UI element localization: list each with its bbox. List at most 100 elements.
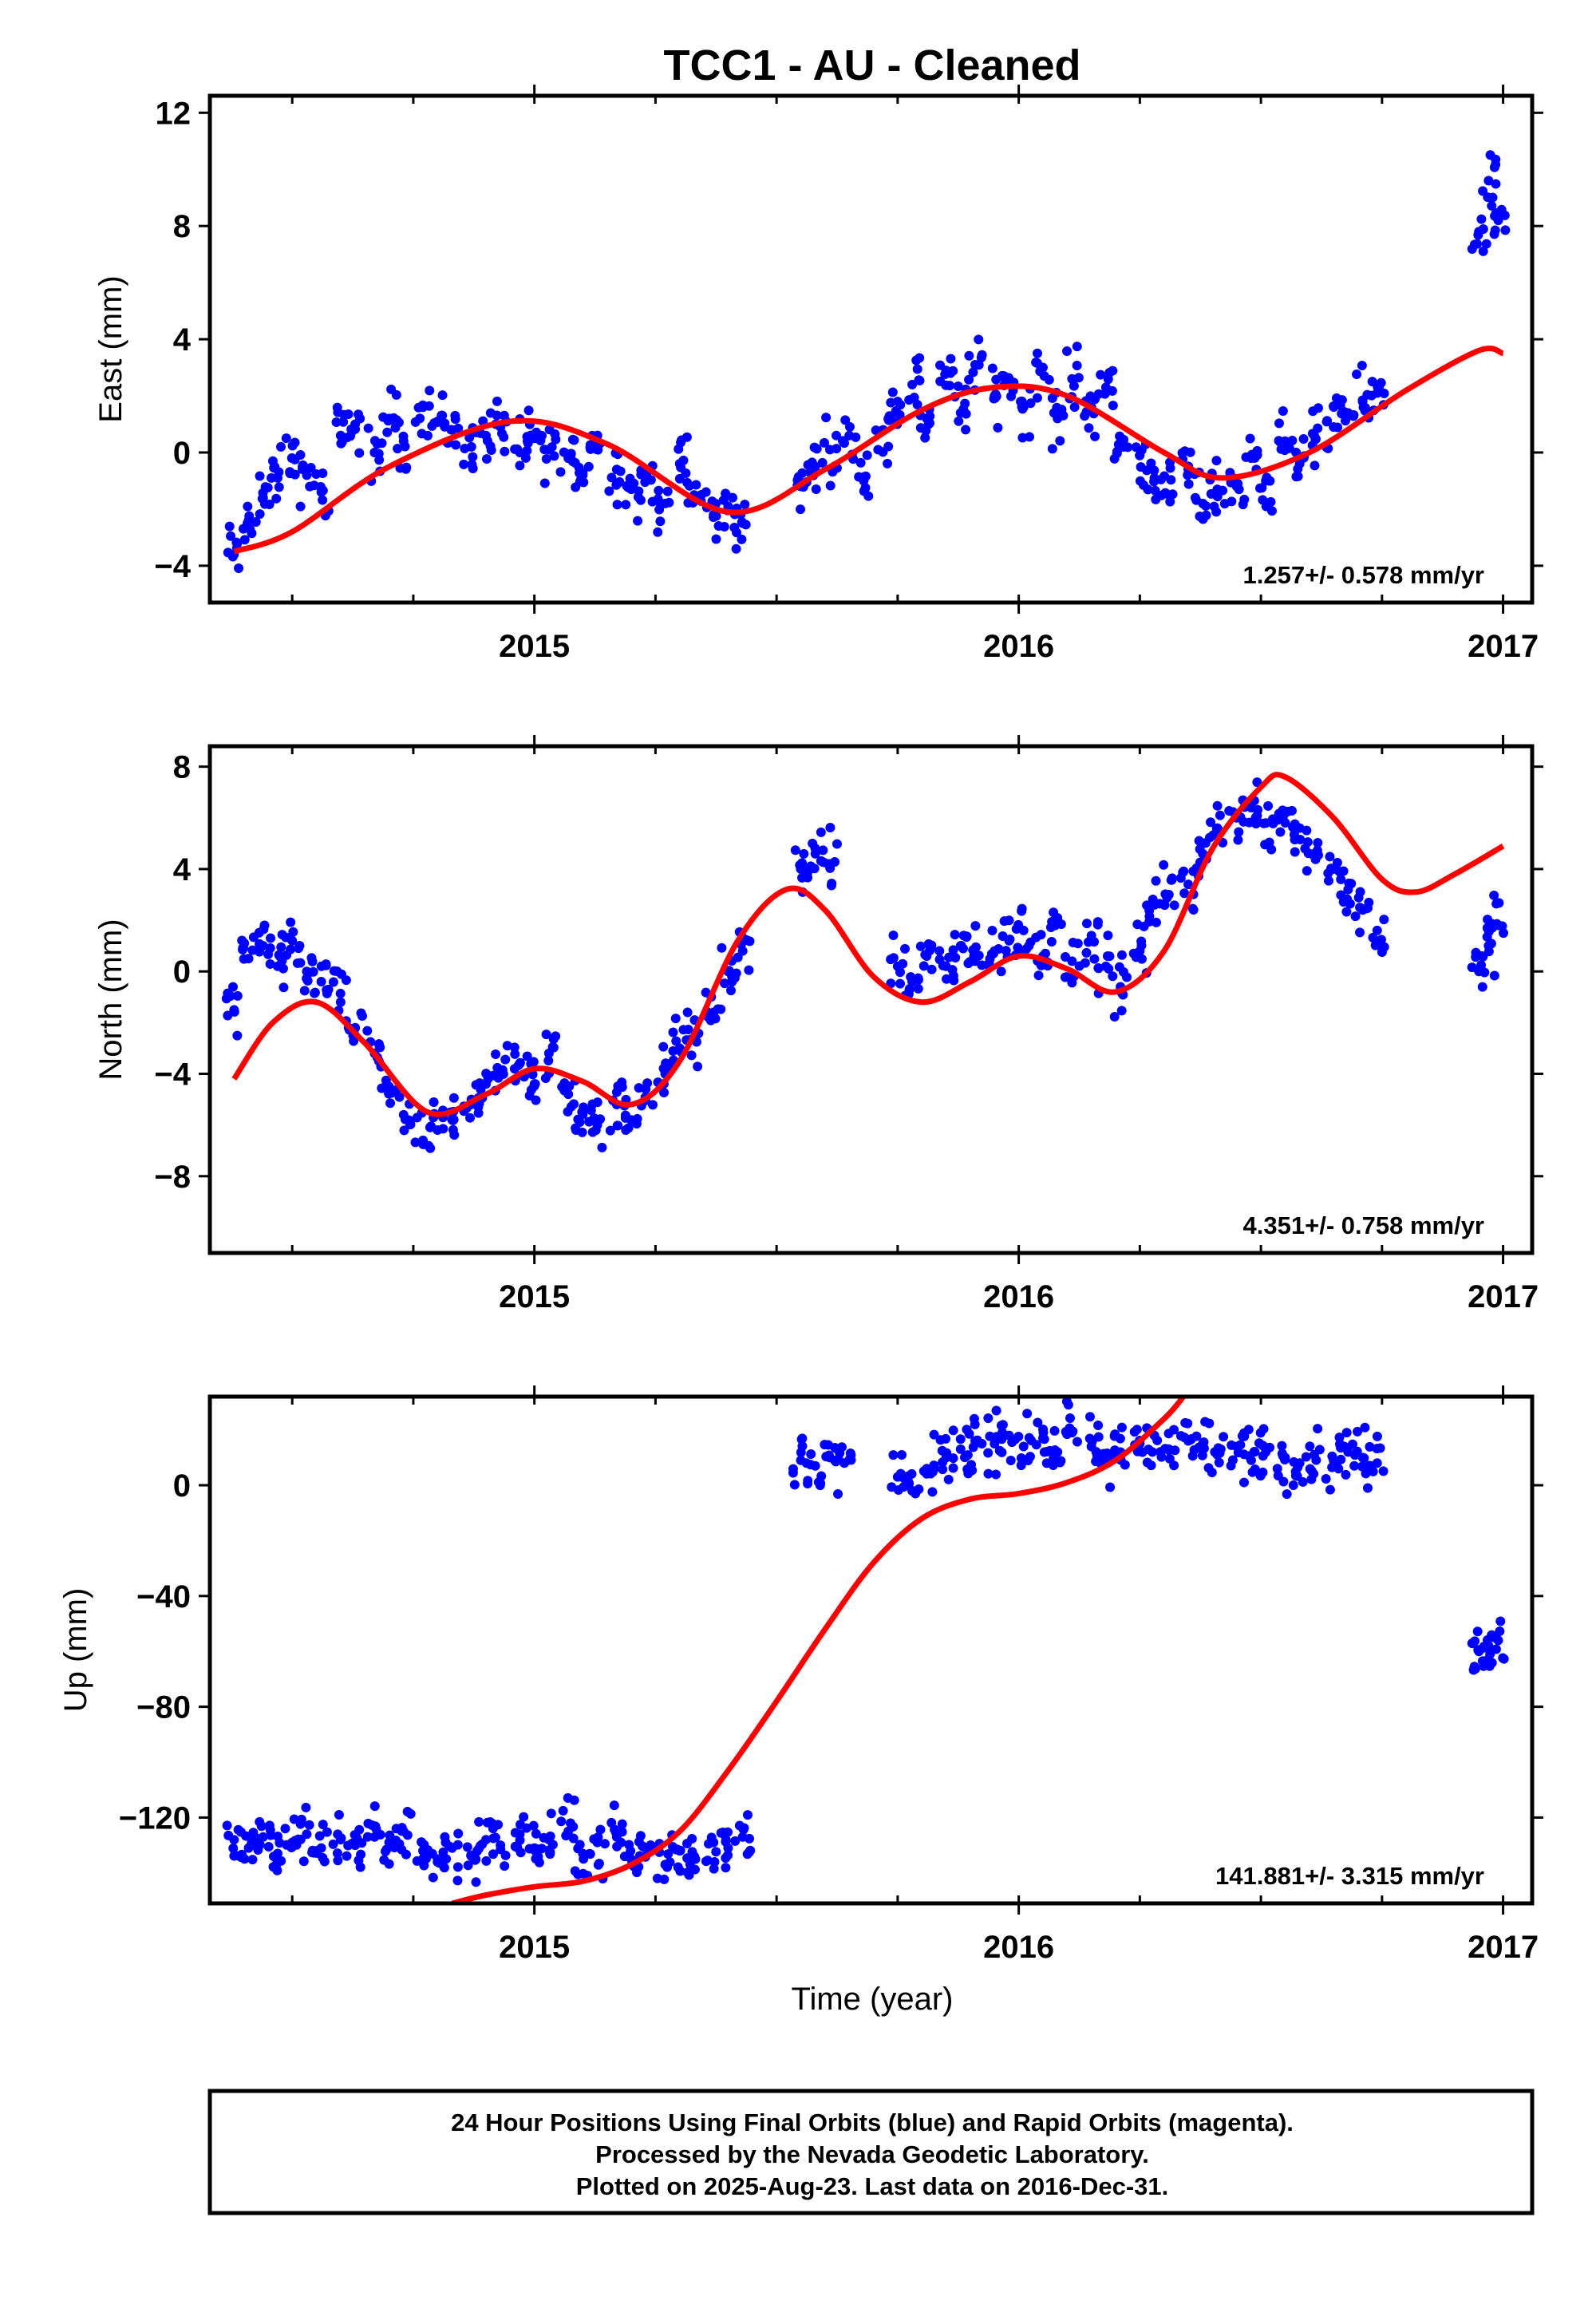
data-point [912,364,922,374]
data-point [1336,874,1346,884]
data-point [974,951,984,961]
data-point [1366,390,1377,401]
data-point [266,933,276,943]
data-point [1207,1468,1217,1478]
data-point [1183,879,1194,890]
data-point [362,1832,373,1842]
data-point [1049,1445,1060,1456]
data-point [1468,1665,1479,1675]
data-point [668,1045,678,1056]
data-point [683,1025,693,1035]
data-point [481,1856,492,1866]
data-point [1495,1626,1505,1636]
data-point [653,527,663,537]
data-point [839,438,849,449]
data-point [805,861,816,871]
data-point [569,435,579,445]
data-point [540,1073,551,1084]
data-point [1033,970,1044,981]
data-point [724,966,734,976]
data-point [1483,176,1494,186]
data-point [617,1819,627,1829]
x-tick-label: 2017 [1468,1279,1539,1314]
data-point [280,1824,290,1834]
data-point [1376,935,1386,945]
data-point [663,1849,674,1860]
data-point [1151,917,1161,927]
data-point [516,1848,526,1858]
data-point [977,350,987,360]
data-point [655,516,666,527]
data-point [363,423,373,433]
data-point [401,462,412,472]
data-point [373,1039,384,1049]
data-point [1278,405,1288,416]
data-point [541,453,551,464]
data-point [811,484,821,494]
x-tick-label: 2016 [983,629,1054,664]
data-point [225,990,235,1001]
data-point [263,1841,274,1852]
data-point [1109,1431,1120,1441]
data-point [1476,214,1487,224]
data-point [1072,361,1082,371]
data-point [1159,860,1169,870]
data-point [493,1073,504,1083]
data-point [1491,179,1501,189]
data-point [1302,825,1312,836]
data-point [1093,389,1104,399]
data-point [425,385,435,396]
data-point [833,1489,843,1500]
data-point [817,457,828,468]
data-point [295,958,306,968]
data-point [990,389,1001,400]
data-point [276,441,286,452]
data-point [529,1081,539,1091]
data-point [1016,397,1026,407]
data-point [1136,940,1147,951]
data-point [401,1849,411,1860]
data-point [227,982,238,992]
data-point [1032,348,1042,358]
data-point [537,430,547,441]
data-point [721,1863,731,1873]
data-point [846,1450,856,1460]
data-point [913,973,923,983]
data-point [805,462,816,472]
data-point [241,1831,251,1841]
data-point [1056,1456,1066,1466]
data-point [938,960,948,970]
data-point [1069,381,1079,391]
y-tick-label: 12 [156,96,192,131]
data-point [441,1854,452,1864]
data-point [239,954,249,964]
data-point [286,917,296,927]
data-point [460,443,470,453]
data-point [1081,947,1092,958]
data-point [1162,892,1172,903]
data-point [1325,852,1335,862]
data-point [948,1425,958,1436]
data-point [659,1088,670,1098]
data-point [333,1856,343,1866]
data-point [806,1448,816,1459]
up-panel: 2015 2016 2017 −120 −80 −40 0 Up (mm) 141.881+/-… [58,1385,1543,1965]
data-point [1333,422,1343,433]
data-point [1191,495,1202,505]
data-point [1031,1440,1041,1450]
data-point [286,453,297,464]
data-point [438,1124,448,1134]
data-point [1036,930,1046,940]
data-point [255,509,265,520]
data-point [1175,1431,1186,1441]
data-point [1338,897,1349,907]
data-point [797,858,808,868]
data-point [983,1413,994,1423]
data-point [341,975,351,986]
data-point [996,1421,1006,1431]
data-point [274,482,284,492]
data-point [402,1830,413,1840]
data-point [1104,963,1114,974]
data-point [222,1820,232,1831]
data-point [335,988,346,998]
